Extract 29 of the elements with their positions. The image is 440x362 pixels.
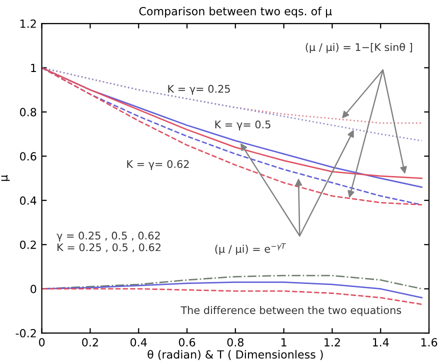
annotation: K = γ= 0.5 [215,120,270,130]
annotation: K = γ= 0.62 [127,160,189,170]
chart-title: Comparison between two eqs. of μ [139,6,332,18]
y-tick-label: 1.2 [20,20,36,28]
x-tick-label: 0 [39,338,45,346]
x-tick-label: 1.2 [324,338,340,346]
x-tick-label: 0.8 [227,338,244,346]
y-tick-label: -0.2 [16,329,36,338]
y-tick-label: 0.2 [20,240,36,249]
annotation: K = γ= 0.25 [168,84,230,95]
x-tick-label: 1 [281,338,286,346]
y-tick-label: 0.6 [20,152,36,161]
y-tick-label: 0 [30,284,36,294]
x-tick-label: 0.6 [178,338,196,346]
annotation: The difference between the two equations [180,306,402,316]
x-tick-label: 1.4 [372,338,389,346]
x-tick-label: 1.6 [421,338,438,346]
line-series [42,67,422,142]
annotation: (μ / μi) = e$^{−γT}$ [215,243,286,255]
y-axis-title: μ [1,175,10,181]
annotation: (μ / μi) = 1−[K sinθ ] [306,42,412,54]
x-tick-label: 0.2 [82,338,98,346]
x-axis-title: θ (radian) & T ( Dimensionless ) [148,350,323,360]
x-tick-label: 0.4 [130,338,147,346]
line-series [42,288,422,305]
y-tick-label: 1 [31,64,36,72]
annotation: γ = 0.25 , 0.5 , 0.62 K = 0.25 , 0.5 , 0.62 [56,232,160,252]
y-tick-label: 0.4 [20,196,36,205]
y-tick-label: 0.8 [20,108,36,116]
